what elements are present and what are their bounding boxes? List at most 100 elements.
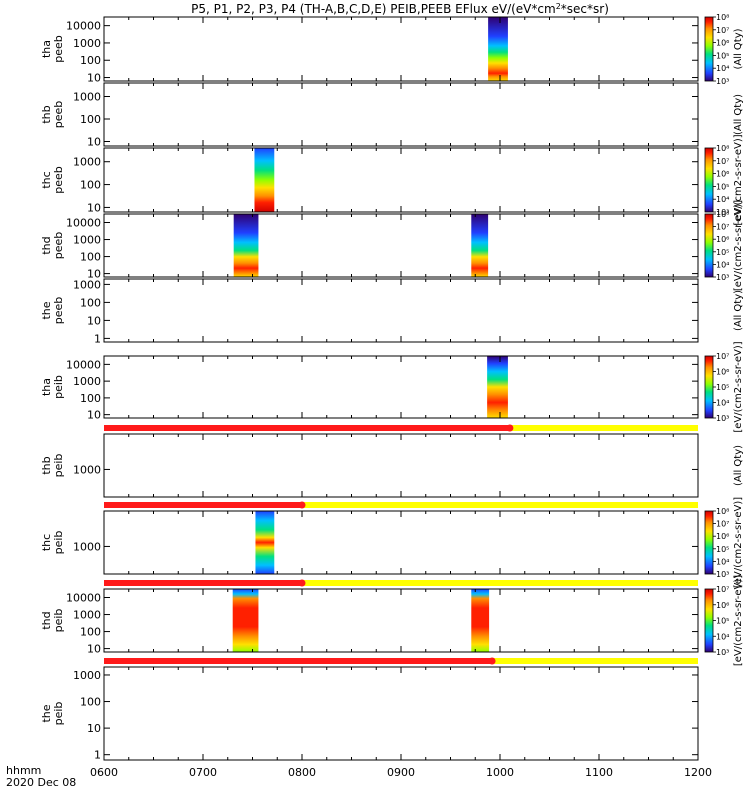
colorbar-tick-label: 10⁴ [716,557,729,566]
x-tick-label: 1100 [585,766,613,779]
colorbar-tick-label: 10⁶ [716,39,729,48]
colorbar-tick-label: 10⁶ [716,235,729,244]
y-tick-label: 10 [87,314,101,327]
y-tick-label: 1000 [73,156,101,169]
colorbar-scale [704,510,714,575]
colorbar-tick-label: 10⁶ [716,170,729,179]
panel-frame [103,666,699,761]
spectrogram-span [471,589,490,652]
y-tick-label: 1000 [73,540,101,553]
spectrogram-span [471,214,489,277]
colorbar-tick-label: 10⁷ [716,157,729,166]
y-tick-label: 10 [87,72,101,85]
units-label: (All Qty) [733,28,744,69]
units-label: (All Qty) [733,290,744,331]
panel-label: thbpeib [40,454,65,478]
state-bar [104,657,698,665]
panel-label: thdpeib [40,609,65,633]
x-date-label: 2020 Dec 08 [6,776,76,789]
panel-frame [103,510,699,575]
state-bar-marker [298,579,306,587]
colorbar-tick-label: 10⁴ [716,399,729,408]
x-tick-label: 0700 [189,766,217,779]
state-bar-yellow [104,580,698,586]
colorbar-tick-label: 10⁸ [716,507,729,516]
panel-thc-peeb: 10 100 1000 thcpeeb 10³ 10⁴ 10⁵ 10⁶ 10⁷ 10⁸ [eV/(c… [40,134,744,225]
colorbar-tick-label: 10⁴ [716,260,729,269]
colorbar: 10³ 10⁴ 10⁵ 10⁶ 10⁷ [704,585,729,657]
colorbar-tick-label: 10⁴ [716,195,729,204]
state-bar-red [104,425,510,431]
state-bar [104,501,698,509]
panel-frame [103,278,699,343]
colorbar-tick-label: 10⁴ [716,632,729,641]
colorbar-tick-label: 10⁶ [716,601,729,610]
panel-frame [103,355,699,419]
panel-label: thcpeeb [40,166,65,194]
y-tick-label: 1000 [73,375,101,388]
y-tick-label: 10 [87,409,101,422]
panel-label: thapeib [40,375,65,399]
colorbar-tick-label: 10⁵ [716,617,729,626]
state-bar-red [104,580,302,586]
spectrogram-span [255,511,275,574]
colorbar-tick-label: 10⁴ [716,64,729,73]
panel-thb-peib: 1000 thbpeib (All Qty) [40,433,744,509]
y-tick-label: 1000 [73,463,101,476]
y-tick-label: 1000 [73,278,101,291]
y-tick-label: 10 [87,722,101,735]
units-label: (All Qty) [733,94,744,135]
chart-title: P5, P1, P2, P3, P4 (TH-A,B,C,D,E) PEIB,P… [191,2,609,16]
colorbar: 10³ 10⁴ 10⁵ 10⁶ 10⁷ 10⁸ [704,144,729,217]
y-tick-label: 100 [80,626,101,639]
x-tick-label: 0800 [288,766,316,779]
colorbar: 10³ 10⁴ 10⁵ 10⁶ 10⁷ 10⁸ [704,13,729,86]
y-tick-label: 100 [80,392,101,405]
x-tick-label: 0600 [90,766,118,779]
panel-frame [103,433,699,498]
spectrogram-span [254,148,275,212]
colorbar-tick-label: 10³ [716,208,729,217]
colorbar-tick-label: 10⁵ [716,545,729,554]
y-tick-label: 100 [80,296,101,309]
colorbar-scale [704,147,714,213]
y-tick-label: 1000 [73,669,101,682]
panel-thb-peeb: 10 100 1000 thbpeeb (All Qty) [40,82,744,149]
y-tick-label: 10 [87,201,101,214]
units-label: [eV/(cm2-s-sr-eV)] [733,200,744,291]
state-bar-marker [506,424,514,432]
y-tick-label: 10 [87,136,101,149]
y-tick-label: 1000 [73,234,101,247]
state-bar-marker [488,657,496,665]
colorbar-tick-label: 10⁷ [716,26,729,35]
colorbar-tick-label: 10⁷ [716,352,729,361]
state-bar [104,579,698,587]
units-label: [eV/(cm2-s-sr-eV)] [733,341,744,432]
panel-the-peib: 1 10 100 1000 thepeib [40,666,699,762]
y-tick-label: 1000 [73,37,101,50]
y-tick-label: 100 [80,179,101,192]
colorbar-tick-label: 10⁷ [716,223,729,232]
y-tick-label: 100 [80,113,101,126]
panel-frame [103,16,699,82]
colorbar: 10³ 10⁴ 10⁵ 10⁶ 10⁷ 10⁸ [704,507,729,579]
colorbar-scale [704,355,714,419]
colorbar-tick-label: 10³ [716,414,729,423]
units-label: [eV/(cm2-s-sr-eV)] [733,575,744,666]
colorbar-scale [704,213,714,278]
spectrogram-span [232,589,259,652]
colorbar-tick-label: 10⁵ [716,383,729,392]
y-tick-label: 10000 [66,20,101,33]
panel-frame [103,588,699,653]
colorbar-tick-label: 10³ [716,77,729,86]
panel-label: thbpeeb [40,101,65,129]
panel-label: thapeeb [40,35,65,63]
units-label: [eV/(cm2-s-sr-eV)] [733,134,744,225]
panel-frame [103,213,699,278]
colorbar-tick-label: 10⁸ [716,13,729,22]
